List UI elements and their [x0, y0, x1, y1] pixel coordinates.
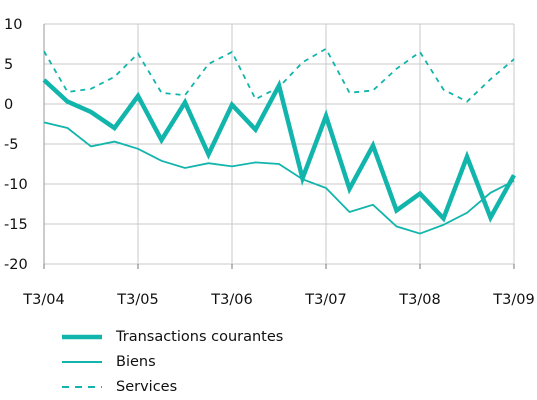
x-tick-label: T3/08: [398, 292, 440, 308]
legend-item-transactions: Transactions courantes: [62, 324, 362, 349]
axes: -20 -15 -10 -5 0 5 10 T3/04 T3/05 T3/06 T3/07 T3/08…: [4, 17, 535, 308]
series-line-biens: [43, 121, 515, 235]
y-tick-label: 10: [4, 17, 22, 33]
series-lines: [42, 47, 516, 235]
x-tick-label: T3/05: [116, 292, 158, 308]
legend-label-transactions: Transactions courantes: [116, 328, 284, 345]
y-tick-label: 0: [4, 97, 13, 113]
legend-swatch-thick-line: [62, 334, 102, 339]
legend-swatch-thin-line: [62, 360, 102, 363]
y-tick-label: 5: [4, 57, 13, 73]
legend-item-biens: Biens: [62, 349, 362, 374]
legend-label-biens: Biens: [116, 353, 156, 370]
legend-swatch-dashed-line: [62, 385, 102, 388]
x-tick-label: T3/04: [22, 292, 64, 308]
line-chart: -20 -15 -10 -5 0 5 10 T3/04 T3/05 T3/06 T3/07 T3/08…: [4, 17, 535, 308]
y-tick-label: -5: [4, 137, 18, 153]
grid: [43, 23, 515, 265]
y-tick-label: -20: [4, 257, 28, 273]
x-tick-label: T3/07: [304, 292, 346, 308]
legend-label-services: Services: [116, 378, 178, 395]
series-line-transactions-courantes: [42, 78, 516, 223]
x-tick-label: T3/09: [492, 292, 534, 308]
legend-item-services: Services: [62, 374, 362, 399]
x-tick-label: T3/06: [210, 292, 252, 308]
y-tick-label: -15: [4, 217, 28, 233]
legend: Transactions courantes Biens Services: [62, 324, 362, 399]
y-tick-label: -10: [4, 177, 28, 193]
